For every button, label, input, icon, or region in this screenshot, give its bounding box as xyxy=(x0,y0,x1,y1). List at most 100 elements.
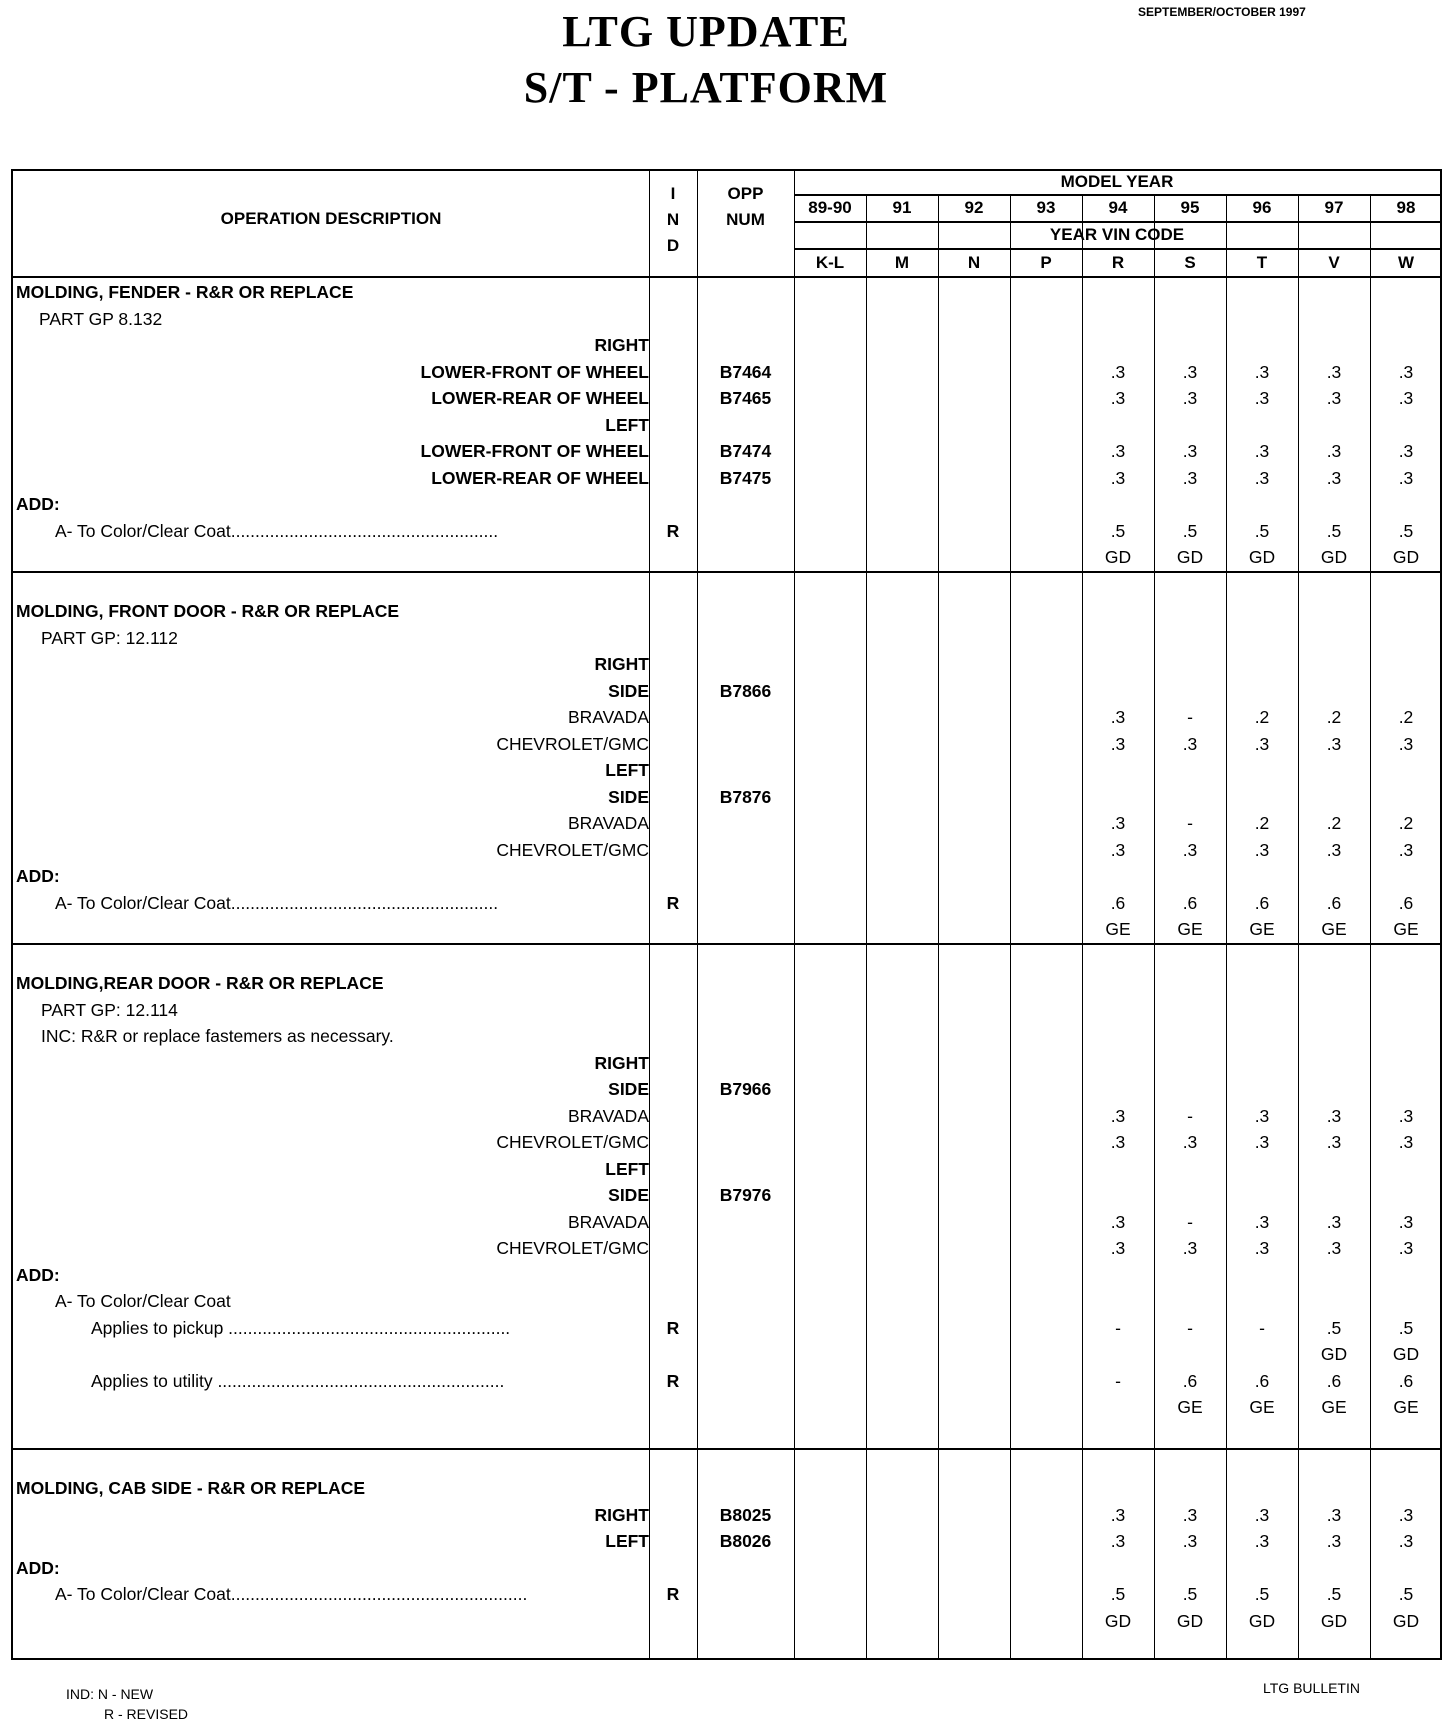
operation-description: MOLDING, CAB SIDE - R&R OR REPLACE xyxy=(16,1478,366,1498)
operation-description: A- To Color/Clear Coat..................… xyxy=(55,1584,528,1604)
table-row: CHEVROLET/GMC .3 .3 .3 .3 .3 xyxy=(13,731,1440,758)
labor-time-value: .6 xyxy=(1110,892,1126,913)
operation-number: B7976 xyxy=(719,1185,772,1205)
labor-time-value: .3 xyxy=(1254,361,1270,382)
labor-time-value: - xyxy=(1259,1317,1265,1338)
labor-time-value: GD xyxy=(1248,1610,1276,1631)
table-row: LOWER-REAR OF WHEEL B7475 .3 .3 .3 .3 .3 xyxy=(13,465,1440,492)
labor-time-value: .3 xyxy=(1110,441,1126,461)
labor-time-value: .3 xyxy=(1254,1238,1270,1258)
operation-description: MOLDING, FENDER - R&R OR REPLACE xyxy=(16,282,354,302)
column-divider xyxy=(1298,196,1299,1658)
labor-time-value: .2 xyxy=(1398,707,1414,727)
table-row: RIGHT xyxy=(13,1050,1440,1077)
table-row: LEFT xyxy=(13,1156,1440,1183)
table-row: A- To Color/Clear Coat xyxy=(13,1288,1440,1315)
ind-code: R xyxy=(666,520,680,541)
table-row: BRAVADA .3 - .3 .3 .3 xyxy=(13,1103,1440,1130)
vin-code: V xyxy=(1328,253,1340,272)
labor-time-value: .5 xyxy=(1398,1584,1414,1604)
labor-time-value: - xyxy=(1187,1105,1193,1126)
ind-header: I xyxy=(670,184,676,203)
labor-time-value: .5 xyxy=(1398,520,1414,541)
table-row: A- To Color/Clear Coat..................… xyxy=(13,518,1440,545)
year-header: 94 xyxy=(1108,198,1128,217)
operation-description: LOWER-REAR OF WHEEL xyxy=(431,467,649,488)
labor-time-value: .2 xyxy=(1326,813,1342,833)
bulletin-label: LTG BULLETIN xyxy=(1263,1680,1360,1696)
labor-time-value: - xyxy=(1187,1317,1193,1338)
labor-time-value: .3 xyxy=(1398,839,1414,860)
labor-time-value: GD xyxy=(1320,1344,1348,1364)
labor-time-value: .5 xyxy=(1110,520,1126,541)
operation-number: B8025 xyxy=(719,1504,772,1525)
ind-code: R xyxy=(666,1317,680,1338)
labor-time-value: .3 xyxy=(1182,1132,1198,1152)
column-divider xyxy=(1010,196,1011,1658)
labor-time-value: .3 xyxy=(1326,441,1342,461)
labor-time-value: .5 xyxy=(1110,1584,1126,1604)
operation-description: ADD: xyxy=(16,494,60,514)
labor-time-value: .3 xyxy=(1254,467,1270,488)
column-divider xyxy=(1082,196,1083,1658)
table-row: ADD: xyxy=(13,863,1440,890)
labor-time-value: .3 xyxy=(1398,1211,1414,1232)
labor-time-value: .2 xyxy=(1326,707,1342,727)
labor-time-value: .3 xyxy=(1254,1132,1270,1152)
labor-time-value: - xyxy=(1187,707,1193,727)
operation-description: BRAVADA xyxy=(567,813,649,833)
labor-time-value: .5 xyxy=(1326,520,1342,541)
labor-time-value: GD xyxy=(1320,1610,1348,1631)
operation-number: B7966 xyxy=(719,1079,772,1099)
labor-time-value: .5 xyxy=(1182,1584,1198,1604)
operation-description: CHEVROLET/GMC xyxy=(496,1238,649,1258)
year-header: 89-90 xyxy=(808,198,852,217)
vin-code: P xyxy=(1040,253,1052,272)
labor-time-value: GD xyxy=(1320,547,1348,567)
labor-time-value: .3 xyxy=(1326,1531,1342,1551)
operation-description: Applies to utility .....................… xyxy=(91,1370,505,1391)
labor-time-value: .3 xyxy=(1182,361,1198,382)
labor-time-value: .3 xyxy=(1182,1504,1198,1525)
operation-description: LOWER-FRONT OF WHEEL xyxy=(420,441,649,461)
header-divider xyxy=(794,194,1440,196)
table-row: RIGHT xyxy=(13,332,1440,359)
operation-description: INC: R&R or replace fastemers as necessa… xyxy=(41,1026,394,1046)
operation-description: PART GP: 12.112 xyxy=(41,627,178,648)
labor-time-value: .3 xyxy=(1254,1531,1270,1551)
opp-num-header: OPP xyxy=(727,184,764,203)
labor-time-value: .3 xyxy=(1326,1238,1342,1258)
labor-time-value: .3 xyxy=(1182,1238,1198,1258)
labor-time-value: - xyxy=(1115,1317,1121,1338)
document-subtitle: S/T - PLATFORM xyxy=(523,63,889,112)
operation-section: MOLDING, CAB SIDE - R&R OR REPLACE RIGHT B… xyxy=(13,1448,1440,1687)
table-row: BRAVADA .3 - .2 .2 .2 xyxy=(13,704,1440,731)
labor-time-value: - xyxy=(1187,813,1193,833)
year-header: 92 xyxy=(964,198,984,217)
header-divider xyxy=(794,221,1440,223)
year-header: 97 xyxy=(1324,198,1344,217)
labor-time-value: .3 xyxy=(1398,361,1414,382)
table-row: CHEVROLET/GMC .3 .3 .3 .3 .3 xyxy=(13,837,1440,864)
table-row: CHEVROLET/GMC .3 .3 .3 .3 .3 xyxy=(13,1235,1440,1262)
table-row: LEFT xyxy=(13,412,1440,439)
labor-time-value: GD xyxy=(1392,1610,1420,1631)
labor-time-value: .6 xyxy=(1326,1370,1342,1391)
labor-time-value: .6 xyxy=(1182,892,1198,913)
operation-description: SIDE xyxy=(608,680,649,701)
operation-description: BRAVADA xyxy=(567,1105,649,1126)
year-header: 95 xyxy=(1180,198,1200,217)
operation-description: MOLDING,REAR DOOR - R&R OR REPLACE xyxy=(16,973,384,993)
operation-description: LEFT xyxy=(605,414,649,435)
labor-time-value: .3 xyxy=(1326,1504,1342,1525)
labor-time-value: .3 xyxy=(1398,733,1414,754)
labor-time-value: GD xyxy=(1104,1610,1132,1631)
table-row: RIGHT xyxy=(13,651,1440,678)
operation-description: SIDE xyxy=(608,1185,649,1205)
operation-description: ADD: xyxy=(16,1264,60,1285)
labor-time-value: .3 xyxy=(1326,467,1342,488)
table-row: LEFT xyxy=(13,757,1440,784)
labor-time-value: .3 xyxy=(1398,388,1414,408)
operation-section: MOLDING,REAR DOOR - R&R OR REPLACE PART G… xyxy=(13,943,1440,1475)
labor-time-value: .5 xyxy=(1254,520,1270,541)
